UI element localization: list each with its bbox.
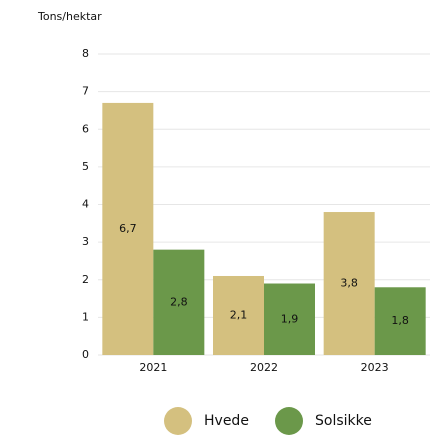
y-tick-label: 4: [82, 198, 89, 211]
y-tick-label: 5: [82, 160, 89, 173]
legend-label: Solsikke: [315, 413, 372, 429]
y-tick-label: 8: [82, 47, 89, 60]
y-tick-label: 6: [82, 122, 89, 135]
bar: [264, 283, 315, 355]
x-tick-label: 2023: [361, 361, 389, 374]
y-axis-title: Tons/hektar: [37, 10, 102, 23]
data-label: 6,7: [119, 222, 137, 235]
bar: [102, 102, 154, 355]
y-tick-label: 7: [82, 85, 89, 98]
legend-swatch: [275, 407, 303, 435]
data-label: 1,8: [391, 314, 409, 327]
legend-swatch: [164, 407, 192, 435]
y-tick-label: 0: [82, 348, 89, 361]
data-label: 1,9: [281, 312, 299, 325]
legend-label: Hvede: [204, 413, 249, 429]
y-tick-label: 1: [82, 310, 89, 323]
data-label: 2,1: [230, 308, 248, 321]
bar: [213, 275, 264, 355]
data-label: 2,8: [170, 295, 188, 308]
data-label: 3,8: [340, 277, 358, 290]
x-tick-label: 2021: [139, 361, 167, 374]
y-tick-label: 2: [82, 273, 89, 286]
bar: [153, 249, 205, 355]
bar: [374, 287, 426, 355]
y-tick-label: 3: [82, 235, 89, 248]
x-tick-label: 2022: [250, 361, 278, 374]
bar: [323, 212, 375, 355]
